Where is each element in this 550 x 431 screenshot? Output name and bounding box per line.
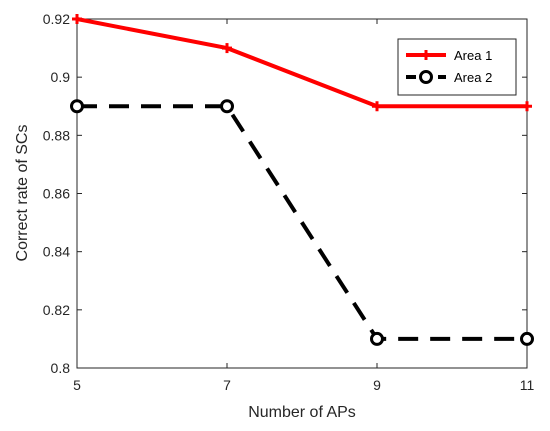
legend: Area 1 Area 2 bbox=[397, 38, 517, 96]
x-tick-label: 11 bbox=[520, 377, 535, 393]
legend-box bbox=[397, 38, 517, 96]
y-axis-label: Correct rate of SCs bbox=[14, 125, 31, 262]
x-tick-label: 9 bbox=[373, 377, 381, 393]
y-tick-label: 0.9 bbox=[51, 69, 71, 85]
y-tick-label: 0.8 bbox=[51, 360, 71, 376]
x-tick-label: 5 bbox=[73, 377, 81, 393]
legend-label-1: Area 1 bbox=[454, 48, 492, 63]
data-point-series-1 bbox=[372, 101, 382, 112]
y-tick-label: 0.86 bbox=[43, 186, 70, 202]
y-axis-ticks: 0.8 0.82 0.84 0.86 0.88 0.9 0.92 bbox=[43, 11, 527, 376]
legend-label-2: Area 2 bbox=[454, 70, 492, 85]
data-point-series-2 bbox=[370, 331, 384, 346]
y-tick-label: 0.92 bbox=[43, 11, 70, 27]
legend-marker-1 bbox=[421, 50, 431, 60]
series-layer bbox=[70, 14, 534, 346]
data-point-series-2 bbox=[220, 99, 234, 114]
series-line-2 bbox=[77, 104, 527, 341]
x-axis-label: Number of APs bbox=[248, 404, 356, 421]
x-tick-label: 7 bbox=[223, 377, 231, 393]
data-point-series-2 bbox=[520, 331, 534, 346]
data-point-series-1 bbox=[72, 14, 82, 24]
data-point-series-1 bbox=[522, 101, 532, 112]
data-point-series-2 bbox=[70, 99, 84, 114]
y-tick-label: 0.88 bbox=[43, 127, 70, 143]
x-axis-ticks: 5 7 9 11 bbox=[73, 19, 534, 393]
y-tick-label: 0.84 bbox=[43, 244, 70, 260]
legend-marker-2 bbox=[419, 70, 433, 84]
data-point-series-1 bbox=[222, 43, 232, 54]
series-line-1 bbox=[76, 17, 527, 109]
y-tick-label: 0.82 bbox=[43, 302, 70, 318]
